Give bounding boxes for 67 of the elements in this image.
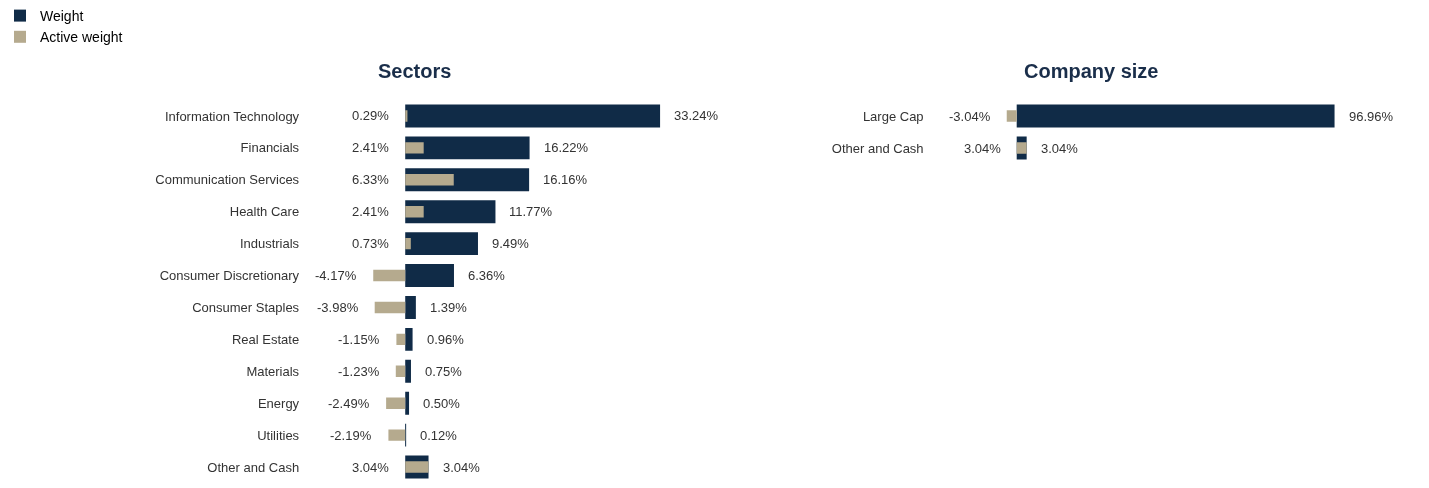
legend-label: Weight — [40, 8, 84, 25]
data-label: 3.04% — [443, 460, 481, 475]
bar — [405, 104, 661, 128]
bar — [405, 327, 413, 351]
data-label: 11.77% — [509, 204, 553, 219]
data-label: -1.23% — [338, 364, 380, 379]
y-tick-label: Industrials — [239, 236, 300, 252]
data-label: 16.22% — [544, 140, 589, 155]
y-tick-label: Other and Cash — [207, 459, 300, 475]
y-tick-label: Consumer Discretionary — [159, 268, 300, 284]
y-tick-label: Utilities — [257, 427, 300, 443]
data-label: -4.17% — [315, 268, 357, 283]
bar — [386, 397, 406, 409]
bar — [405, 264, 454, 288]
bar — [405, 237, 411, 250]
data-label: -3.98% — [317, 300, 359, 315]
bar — [405, 200, 496, 224]
chart-title: Sectors — [378, 60, 452, 82]
bar — [396, 333, 406, 346]
bar — [373, 269, 406, 282]
data-label: 3.04% — [1041, 141, 1079, 156]
bar — [388, 429, 406, 441]
bar — [405, 295, 416, 319]
bar — [405, 359, 411, 383]
bar — [405, 461, 429, 473]
bar — [374, 301, 406, 314]
y-tick-label: Health Care — [229, 204, 300, 220]
data-label: 1.39% — [430, 300, 468, 315]
chart-title: Company size — [1024, 60, 1159, 82]
data-label: 2.41% — [352, 204, 390, 219]
data-label: 0.50% — [423, 396, 461, 411]
data-label: 33.24% — [674, 108, 719, 123]
bar — [405, 232, 478, 256]
data-label: 0.29% — [352, 108, 390, 123]
data-label: 2.41% — [352, 140, 390, 155]
y-tick-label: Consumer Staples — [192, 300, 300, 316]
bar — [405, 136, 530, 160]
data-label: 96.96% — [1349, 109, 1394, 124]
data-label: -1.15% — [338, 332, 380, 347]
bar — [405, 205, 424, 218]
data-label: -3.04% — [949, 109, 991, 124]
bar — [405, 142, 424, 154]
data-label: 0.75% — [425, 364, 463, 379]
data-label: -2.19% — [330, 428, 372, 443]
data-label: 16.16% — [543, 172, 588, 187]
y-tick-label: Communication Services — [155, 172, 300, 188]
data-label: 3.04% — [352, 460, 390, 475]
bar — [405, 174, 454, 186]
y-tick-label: Materials — [246, 363, 300, 379]
bar — [405, 391, 410, 415]
y-tick-label: Information Technology — [164, 108, 300, 124]
y-tick-label: Energy — [257, 395, 300, 411]
legend-label: Active weight — [40, 29, 123, 46]
data-label: 6.36% — [468, 268, 506, 283]
y-tick-label: Real Estate — [231, 331, 300, 347]
data-label: 0.12% — [420, 428, 458, 443]
data-label: 6.33% — [352, 172, 390, 187]
data-label: 9.49% — [492, 236, 530, 251]
y-tick-label: Large Cap — [862, 108, 924, 124]
y-tick-label: Other and Cash — [831, 140, 924, 156]
data-label: -2.49% — [328, 396, 370, 411]
data-label: 0.96% — [427, 332, 465, 347]
y-tick-label: Financials — [240, 140, 300, 156]
data-label: 3.04% — [964, 141, 1002, 156]
data-label: 0.73% — [352, 236, 390, 251]
bar — [405, 110, 408, 122]
bar — [395, 365, 406, 378]
